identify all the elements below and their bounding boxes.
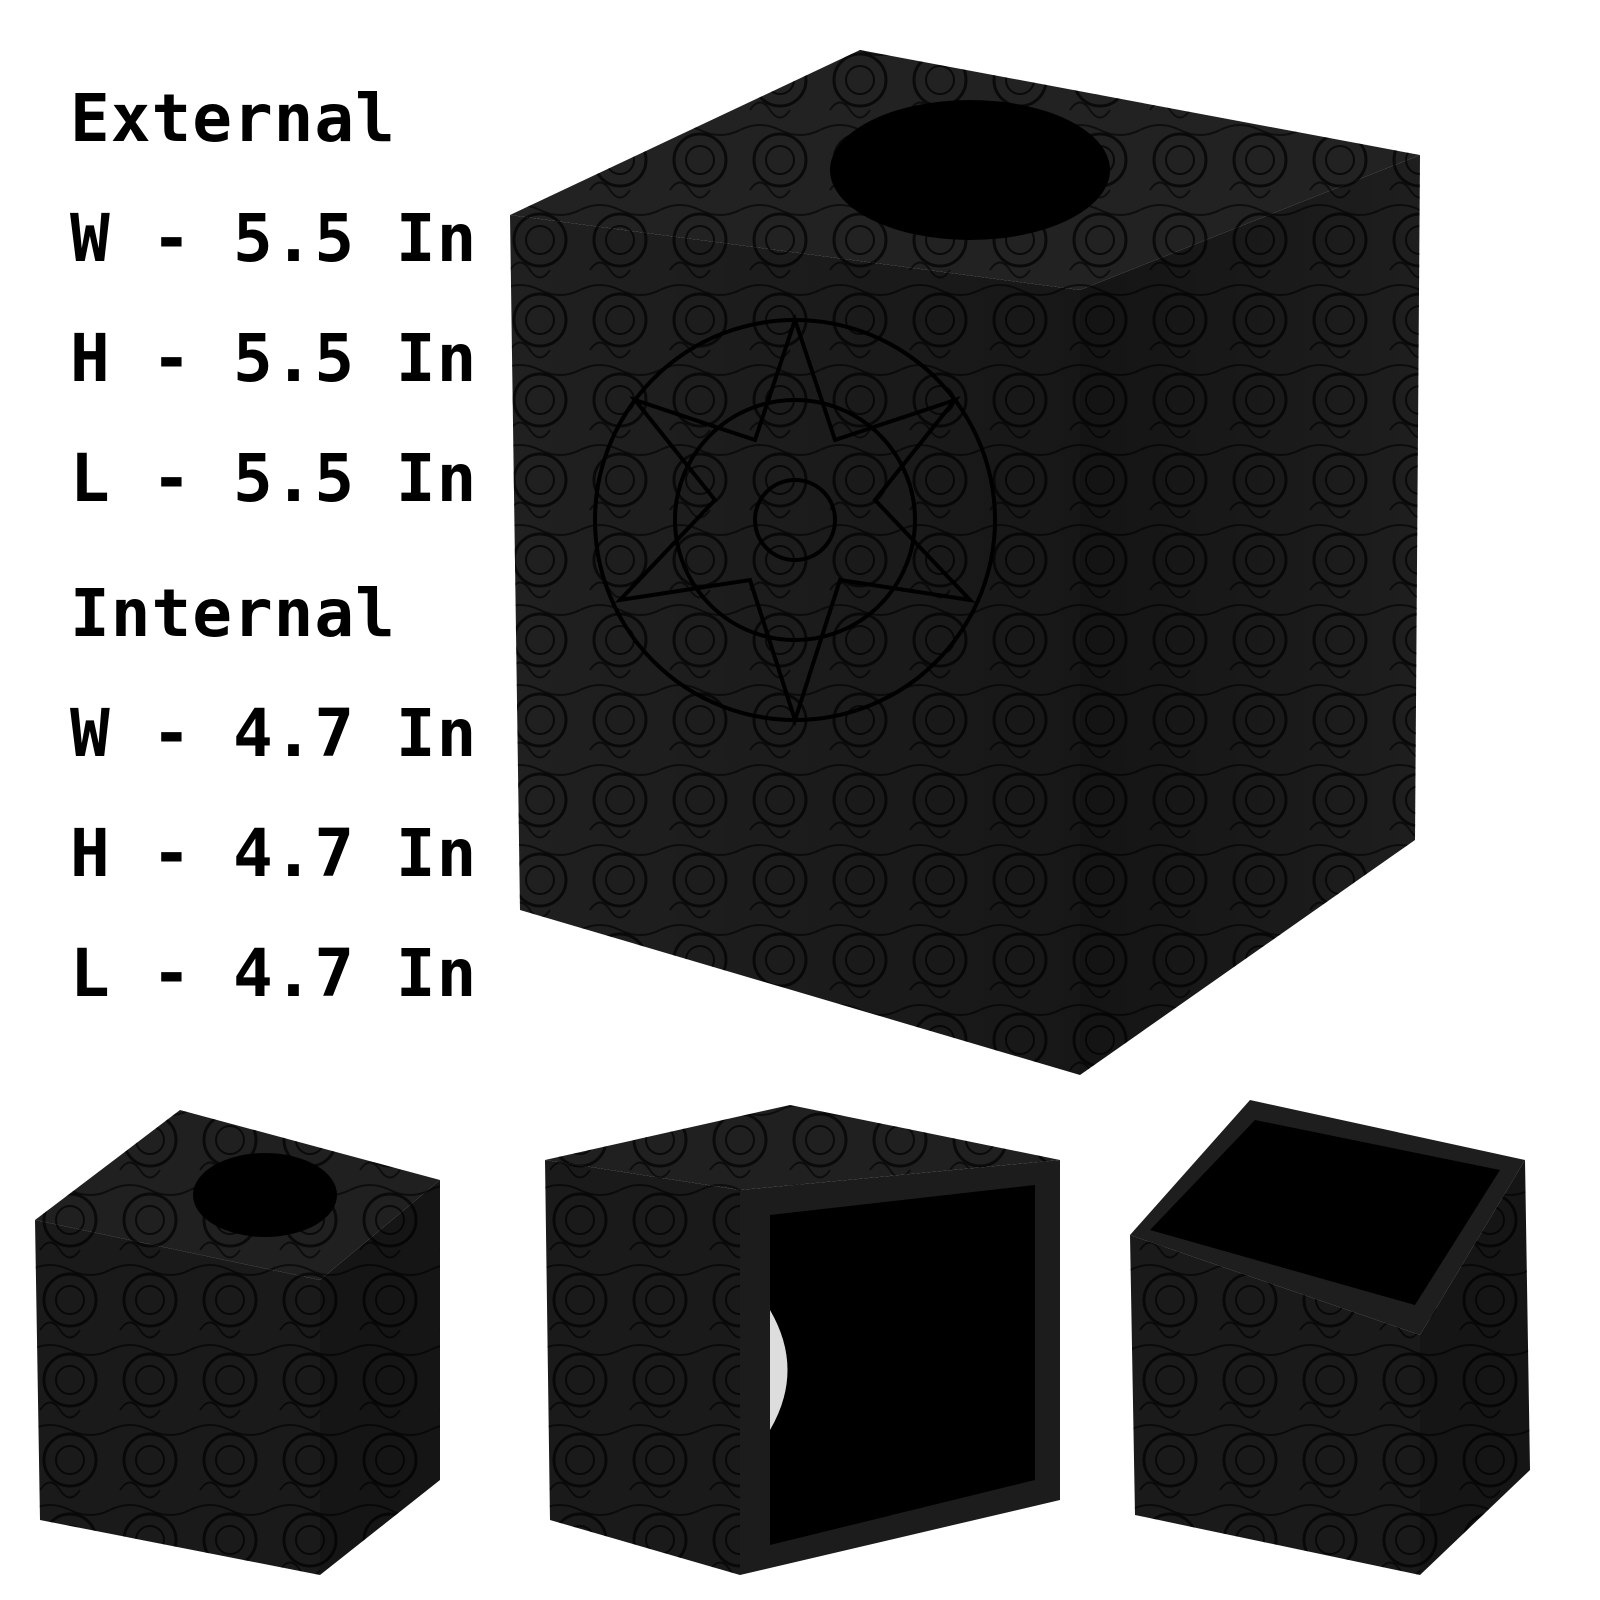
external-length: L - 5.5 In <box>70 440 478 517</box>
thumbnail-open-side <box>540 1100 1060 1580</box>
thumbnail-closed-box <box>30 1100 460 1580</box>
external-heading: External <box>70 80 396 157</box>
external-height: H - 5.5 In <box>70 320 478 397</box>
internal-height: H - 4.7 In <box>70 815 478 892</box>
internal-length: L - 4.7 In <box>70 935 478 1012</box>
thumbnail-open-top <box>1130 1100 1580 1580</box>
hero-tissue-box-image <box>500 40 1460 1080</box>
internal-width: W - 4.7 In <box>70 695 478 772</box>
internal-heading: Internal <box>70 575 396 652</box>
external-width: W - 5.5 In <box>70 200 478 277</box>
